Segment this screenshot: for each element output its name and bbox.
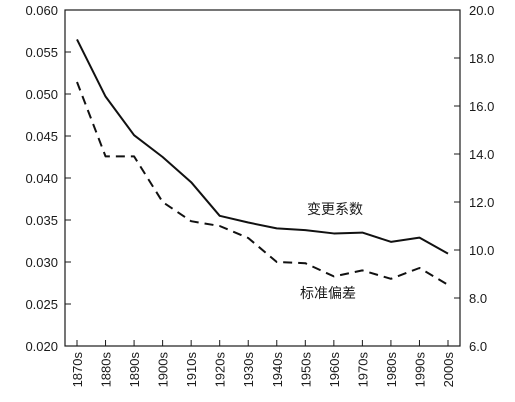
right-axis-tick-label: 20.0 <box>469 3 494 18</box>
right-axis-tick-label: 14.0 <box>469 147 494 162</box>
x-axis-tick-label: 1980s <box>384 352 399 388</box>
x-axis-tick-label: 1920s <box>213 352 228 388</box>
left-axis-tick-label: 0.020 <box>25 339 58 354</box>
left-axis-tick-label: 0.025 <box>25 297 58 312</box>
left-axis-tick-label: 0.045 <box>25 129 58 144</box>
right-axis-tick-label: 16.0 <box>469 99 494 114</box>
left-axis-tick-label: 0.050 <box>25 87 58 102</box>
right-axis-tick-label: 12.0 <box>469 195 494 210</box>
left-axis-tick-label: 0.040 <box>25 171 58 186</box>
x-axis-tick-label: 1890s <box>127 352 142 388</box>
right-axis-ticks: 6.0 8.0 10.0 12.0 14.0 16.0 18.0 20.0 <box>454 3 494 354</box>
x-axis-tick-label: 1930s <box>241 352 256 388</box>
left-axis-ticks: 0.020 0.025 0.030 0.035 0.040 0.045 0.050 0.055… <box>25 3 71 354</box>
series-label-standard-deviation: 标准偏差 <box>300 286 356 302</box>
series-layer <box>76 38 449 286</box>
right-axis-tick-label: 8.0 <box>469 291 487 306</box>
right-axis-tick-label: 18.0 <box>469 51 494 66</box>
x-axis-ticks: 1870s 1880s 1890s 1900s 1910s 1920s 1930s 1940s… <box>70 340 456 387</box>
x-axis-tick-label: 2000s <box>441 352 456 388</box>
series-label-coefficient-of-variation: 变更系数 <box>307 202 363 218</box>
x-axis-tick-label: 1960s <box>327 352 342 388</box>
left-axis-tick-label: 0.035 <box>25 213 58 228</box>
x-axis-tick-label: 1940s <box>270 352 285 388</box>
x-axis-tick-label: 1870s <box>70 352 85 388</box>
x-axis-tick-label: 1880s <box>99 352 114 388</box>
series-line-standard-deviation <box>76 81 449 286</box>
left-axis-tick-label: 0.055 <box>25 45 58 60</box>
plot-frame <box>64 9 461 347</box>
x-axis-tick-label: 1950s <box>298 352 313 388</box>
x-axis-tick-label: 1910s <box>184 352 199 388</box>
right-axis-tick-label: 6.0 <box>469 339 487 354</box>
left-axis-tick-label: 0.030 <box>25 255 58 270</box>
left-axis-tick-label: 0.060 <box>25 3 58 18</box>
series-line-coefficient-of-variation <box>76 38 449 255</box>
x-axis-tick-label: 1970s <box>355 352 370 388</box>
x-axis-tick-label: 1990s <box>412 352 427 388</box>
x-axis-tick-label: 1900s <box>156 352 171 388</box>
right-axis-tick-label: 10.0 <box>469 243 494 258</box>
